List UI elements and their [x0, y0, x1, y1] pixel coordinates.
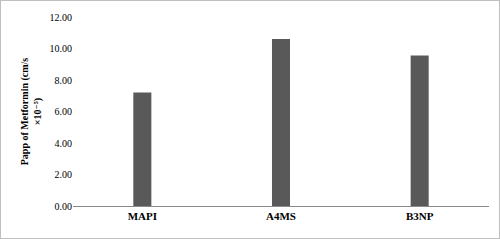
- svg-text:10.00: 10.00: [50, 43, 73, 54]
- svg-text:0.00: 0.00: [55, 201, 73, 212]
- svg-text:2.00: 2.00: [55, 169, 73, 180]
- svg-text:12.00: 12.00: [50, 12, 73, 23]
- svg-text:8.00: 8.00: [55, 75, 73, 86]
- svg-text:6.00: 6.00: [55, 106, 73, 117]
- svg-text:B3NP: B3NP: [406, 210, 434, 222]
- svg-text:MAPI: MAPI: [128, 210, 157, 222]
- svg-text:Papp of Metformin (cm/s×10⁻⁵): Papp of Metformin (cm/s×10⁻⁵): [19, 58, 44, 166]
- svg-text:A4MS: A4MS: [266, 210, 296, 222]
- svg-text:4.00: 4.00: [55, 138, 73, 149]
